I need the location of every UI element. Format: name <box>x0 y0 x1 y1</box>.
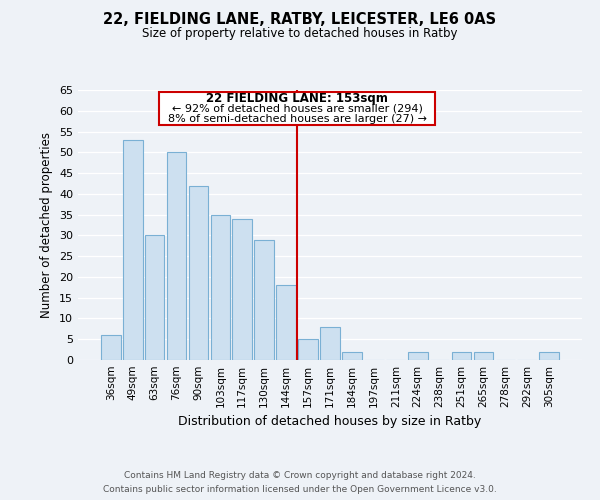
Bar <box>145 236 164 360</box>
Bar <box>167 152 187 360</box>
Text: ← 92% of detached houses are smaller (294): ← 92% of detached houses are smaller (29… <box>172 104 422 114</box>
Bar <box>188 186 208 360</box>
Bar <box>101 335 121 360</box>
Text: Contains public sector information licensed under the Open Government Licence v3: Contains public sector information licen… <box>103 484 497 494</box>
Bar <box>320 327 340 360</box>
Bar <box>211 214 230 360</box>
Bar <box>342 352 362 360</box>
Bar <box>473 352 493 360</box>
Bar <box>452 352 472 360</box>
Text: 22 FIELDING LANE: 153sqm: 22 FIELDING LANE: 153sqm <box>206 92 388 105</box>
Text: Contains HM Land Registry data © Crown copyright and database right 2024.: Contains HM Land Registry data © Crown c… <box>124 472 476 480</box>
Bar <box>276 285 296 360</box>
Bar <box>123 140 143 360</box>
Text: Size of property relative to detached houses in Ratby: Size of property relative to detached ho… <box>142 28 458 40</box>
X-axis label: Distribution of detached houses by size in Ratby: Distribution of detached houses by size … <box>178 416 482 428</box>
Bar <box>539 352 559 360</box>
Bar <box>232 219 252 360</box>
FancyBboxPatch shape <box>159 92 435 126</box>
Text: 8% of semi-detached houses are larger (27) →: 8% of semi-detached houses are larger (2… <box>167 114 427 124</box>
Bar <box>408 352 428 360</box>
Bar <box>298 339 318 360</box>
Text: 22, FIELDING LANE, RATBY, LEICESTER, LE6 0AS: 22, FIELDING LANE, RATBY, LEICESTER, LE6… <box>103 12 497 28</box>
Y-axis label: Number of detached properties: Number of detached properties <box>40 132 53 318</box>
Bar <box>254 240 274 360</box>
